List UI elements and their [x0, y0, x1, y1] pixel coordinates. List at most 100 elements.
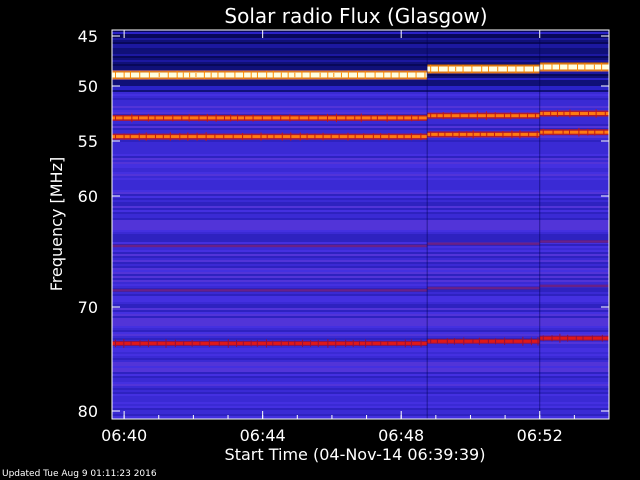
band-striation — [203, 70, 205, 80]
band-striation — [308, 114, 310, 122]
background-row — [112, 396, 609, 398]
band-striation — [148, 71, 150, 79]
band-striation — [542, 64, 544, 70]
background-row — [112, 266, 609, 268]
band-striation — [370, 115, 372, 121]
band-striation — [309, 71, 311, 79]
band-striation — [196, 132, 198, 141]
band-striation — [497, 66, 499, 72]
background-row — [112, 214, 609, 216]
band-striation — [266, 134, 268, 140]
band-striation — [533, 65, 535, 73]
update-timestamp: Updated Tue Aug 9 01:11:23 2016 — [2, 469, 157, 479]
background-row — [112, 186, 609, 188]
band-striation — [506, 64, 508, 74]
background-row — [112, 48, 609, 50]
band-striation — [403, 115, 405, 120]
background-row — [112, 320, 609, 322]
emission-band — [539, 284, 609, 287]
band-striation — [130, 341, 132, 346]
band-striation — [522, 336, 524, 346]
background-row — [112, 30, 609, 32]
band-striation — [147, 114, 149, 122]
band-striation — [224, 71, 226, 79]
x-tick-label: 06:44 — [240, 426, 286, 445]
band-striation — [198, 114, 200, 122]
band-striation — [154, 115, 156, 121]
emission-band — [539, 336, 609, 340]
background-row — [112, 358, 609, 360]
band-striation — [380, 340, 382, 346]
background-row — [112, 32, 609, 34]
background-row — [112, 328, 609, 330]
background-row — [112, 156, 609, 158]
background-row — [112, 80, 609, 82]
band-striation — [595, 109, 597, 118]
emission-band — [427, 287, 540, 290]
band-striation — [530, 337, 532, 346]
background-row — [112, 232, 609, 234]
emission-band — [427, 66, 540, 72]
band-striation — [338, 133, 340, 140]
y-tick-label: 60 — [78, 187, 98, 206]
emission-band — [539, 130, 609, 134]
background-row — [112, 260, 609, 262]
background-row — [112, 316, 609, 318]
background-row — [112, 144, 609, 146]
background-row — [112, 314, 609, 316]
band-striation — [396, 134, 398, 140]
band-striation — [289, 114, 291, 122]
background-row — [112, 252, 609, 254]
background-row — [112, 228, 609, 230]
background-row — [112, 40, 609, 42]
band-striation — [437, 65, 439, 73]
background-row — [112, 180, 609, 182]
background-row — [112, 68, 609, 70]
band-striation — [154, 133, 156, 140]
background-row — [112, 44, 609, 46]
band-striation — [242, 132, 244, 141]
emission-band — [427, 132, 540, 136]
band-striation — [330, 133, 332, 140]
background-row — [112, 206, 609, 208]
background-row — [112, 42, 609, 44]
band-striation — [250, 71, 252, 79]
background-row — [112, 130, 609, 132]
band-striation — [424, 70, 426, 80]
background-row — [112, 64, 609, 66]
background-row — [112, 110, 609, 112]
band-striation — [131, 113, 133, 123]
band-striation — [479, 131, 481, 138]
band-striation — [518, 112, 520, 119]
background-row — [112, 398, 609, 400]
background-row — [112, 318, 609, 320]
band-striation — [237, 114, 239, 122]
band-striation — [281, 132, 283, 141]
band-striation — [466, 131, 468, 138]
band-striation — [195, 72, 197, 78]
band-striation — [436, 113, 438, 118]
background-row — [112, 204, 609, 206]
background-row — [112, 336, 609, 338]
background-row — [112, 50, 609, 52]
band-striation — [314, 133, 316, 140]
band-striation — [410, 339, 412, 348]
background-row — [112, 120, 609, 122]
band-striation — [594, 128, 596, 136]
background-row — [112, 174, 609, 176]
background-row — [112, 352, 609, 354]
background-row — [112, 194, 609, 196]
band-striation — [396, 115, 398, 121]
background-row — [112, 94, 609, 96]
band-striation — [145, 132, 147, 141]
band-striation — [167, 71, 169, 79]
background-row — [112, 254, 609, 256]
band-striation — [322, 132, 324, 141]
background-row — [112, 280, 609, 282]
band-striation — [542, 128, 544, 136]
band-striation — [138, 132, 140, 141]
background-row — [112, 178, 609, 180]
emission-band — [112, 116, 428, 120]
band-striation — [383, 71, 385, 79]
background-row — [112, 286, 609, 288]
